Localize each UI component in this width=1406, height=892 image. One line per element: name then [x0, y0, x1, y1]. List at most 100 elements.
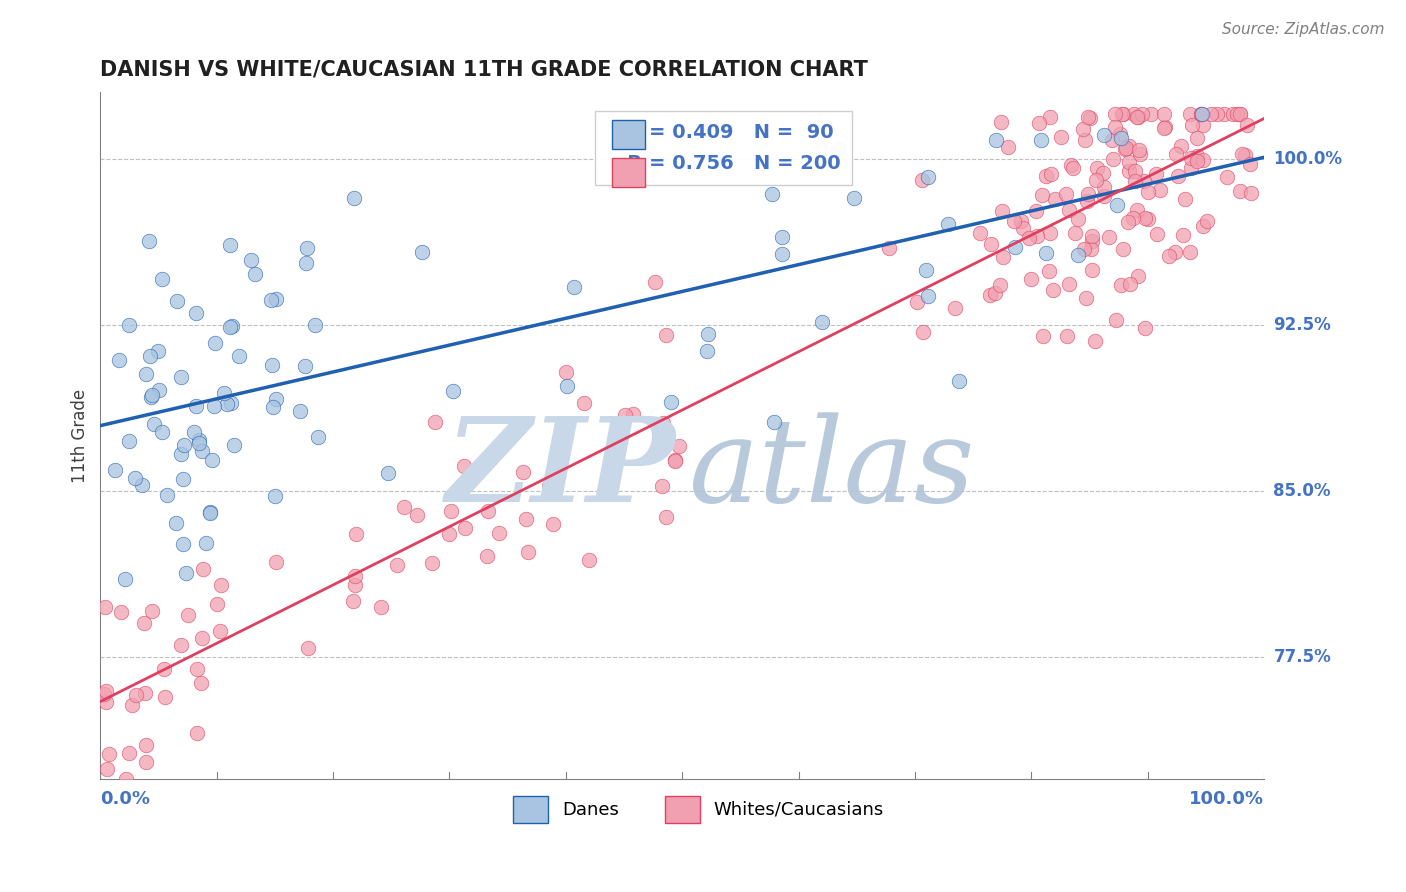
Point: [1109, 131, 1132, 145]
Point: [343, 578, 366, 592]
Point: [1149, 183, 1171, 197]
Point: [1083, 334, 1105, 348]
Point: [1181, 118, 1204, 132]
Point: [212, 386, 235, 401]
Point: [1092, 180, 1115, 194]
Point: [135, 367, 157, 381]
Point: [115, 772, 138, 786]
Point: [1180, 152, 1202, 166]
Point: [1035, 246, 1057, 260]
Text: Danes: Danes: [562, 801, 619, 819]
Point: [183, 425, 205, 439]
Point: [219, 396, 242, 410]
Point: [96, 762, 118, 776]
Point: [201, 453, 224, 467]
Point: [1240, 186, 1263, 201]
Point: [1128, 144, 1150, 158]
Point: [936, 217, 959, 231]
Point: [997, 139, 1019, 153]
Point: [148, 344, 170, 359]
Point: [980, 236, 1002, 251]
Point: [572, 396, 595, 410]
Point: [173, 437, 195, 451]
Point: [986, 133, 1008, 147]
Point: [453, 521, 475, 535]
Point: [1192, 219, 1215, 234]
Point: [135, 739, 157, 753]
Point: [1057, 203, 1080, 218]
Point: [1229, 107, 1251, 121]
Point: [1104, 107, 1126, 121]
Point: [770, 247, 793, 261]
FancyBboxPatch shape: [613, 158, 645, 187]
Point: [139, 390, 162, 404]
Point: [1192, 118, 1215, 132]
Point: [555, 379, 578, 393]
Point: [422, 557, 444, 571]
Point: [141, 604, 163, 618]
Point: [1133, 321, 1156, 335]
Y-axis label: 11th Grade: 11th Grade: [72, 389, 89, 483]
Point: [1067, 212, 1090, 227]
Point: [172, 537, 194, 551]
Point: [441, 384, 464, 399]
Point: [655, 328, 678, 343]
Point: [943, 301, 966, 315]
Point: [1028, 116, 1050, 130]
Point: [1004, 240, 1026, 254]
Point: [259, 293, 281, 307]
Point: [1114, 142, 1136, 156]
Point: [264, 555, 287, 569]
Point: [948, 374, 970, 388]
Point: [104, 463, 127, 477]
Point: [1136, 186, 1159, 200]
Point: [453, 458, 475, 473]
Point: [1135, 211, 1157, 225]
Point: [1104, 120, 1126, 134]
Point: [186, 725, 208, 739]
Point: [1171, 228, 1194, 243]
Point: [1130, 107, 1153, 121]
Point: [1154, 120, 1177, 134]
Point: [186, 306, 208, 320]
Point: [1229, 107, 1251, 121]
Point: [664, 453, 686, 467]
Point: [1109, 278, 1132, 293]
Point: [190, 676, 212, 690]
Point: [917, 169, 939, 184]
Point: [1077, 110, 1099, 124]
Point: [1073, 242, 1095, 256]
Point: [1187, 131, 1209, 145]
Point: [763, 416, 786, 430]
Point: [1118, 277, 1140, 292]
Point: [602, 452, 624, 467]
Point: [121, 698, 143, 712]
Point: [651, 478, 673, 492]
Point: [1074, 133, 1097, 147]
Point: [1063, 226, 1085, 240]
Text: 77.5%: 77.5%: [1274, 648, 1331, 666]
Point: [1115, 141, 1137, 155]
Point: [652, 416, 675, 430]
Point: [1042, 283, 1064, 297]
Point: [1180, 161, 1202, 176]
Point: [194, 536, 217, 550]
Point: [1129, 146, 1152, 161]
Point: [295, 256, 318, 270]
Point: [1080, 242, 1102, 256]
Point: [1059, 277, 1081, 292]
Point: [1146, 167, 1168, 181]
Point: [1032, 329, 1054, 343]
Point: [1191, 107, 1213, 121]
Point: [1112, 107, 1135, 121]
Text: DANISH VS WHITE/CAUCASIAN 11TH GRADE CORRELATION CHART: DANISH VS WHITE/CAUCASIAN 11TH GRADE COR…: [100, 60, 869, 79]
Point: [1126, 110, 1149, 124]
Text: Whites/Caucasians: Whites/Caucasians: [714, 801, 884, 819]
Point: [97, 747, 120, 761]
Point: [761, 187, 783, 202]
Point: [1054, 186, 1077, 201]
Point: [1146, 227, 1168, 241]
Point: [1185, 149, 1208, 163]
Point: [209, 577, 232, 591]
Point: [1185, 153, 1208, 168]
